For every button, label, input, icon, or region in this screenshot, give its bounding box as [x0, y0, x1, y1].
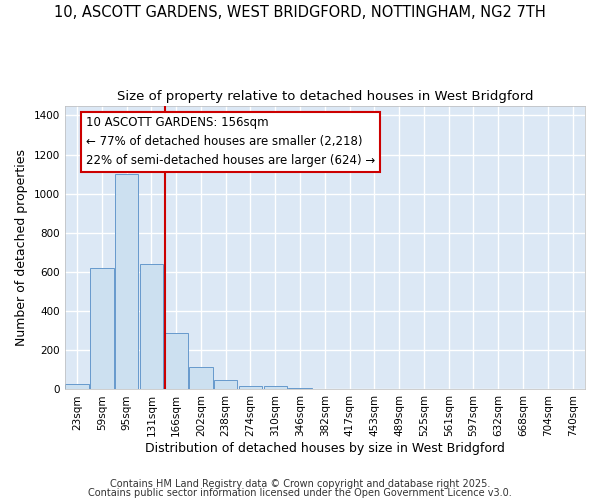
X-axis label: Distribution of detached houses by size in West Bridgford: Distribution of detached houses by size …	[145, 442, 505, 455]
Text: 10, ASCOTT GARDENS, WEST BRIDGFORD, NOTTINGHAM, NG2 7TH: 10, ASCOTT GARDENS, WEST BRIDGFORD, NOTT…	[54, 5, 546, 20]
Bar	[65, 384, 89, 390]
Text: Contains public sector information licensed under the Open Government Licence v3: Contains public sector information licen…	[88, 488, 512, 498]
Bar	[189, 367, 213, 390]
Bar	[263, 386, 287, 390]
Bar	[288, 388, 312, 390]
Bar	[115, 174, 139, 390]
Bar	[239, 386, 262, 390]
Bar	[140, 264, 163, 390]
Bar	[90, 268, 113, 390]
Text: Contains HM Land Registry data © Crown copyright and database right 2025.: Contains HM Land Registry data © Crown c…	[110, 479, 490, 489]
Bar	[164, 332, 188, 390]
Y-axis label: Number of detached properties: Number of detached properties	[15, 149, 28, 346]
Text: 10 ASCOTT GARDENS: 156sqm
← 77% of detached houses are smaller (2,218)
22% of se: 10 ASCOTT GARDENS: 156sqm ← 77% of detac…	[86, 116, 375, 168]
Bar	[214, 380, 238, 390]
Title: Size of property relative to detached houses in West Bridgford: Size of property relative to detached ho…	[116, 90, 533, 103]
